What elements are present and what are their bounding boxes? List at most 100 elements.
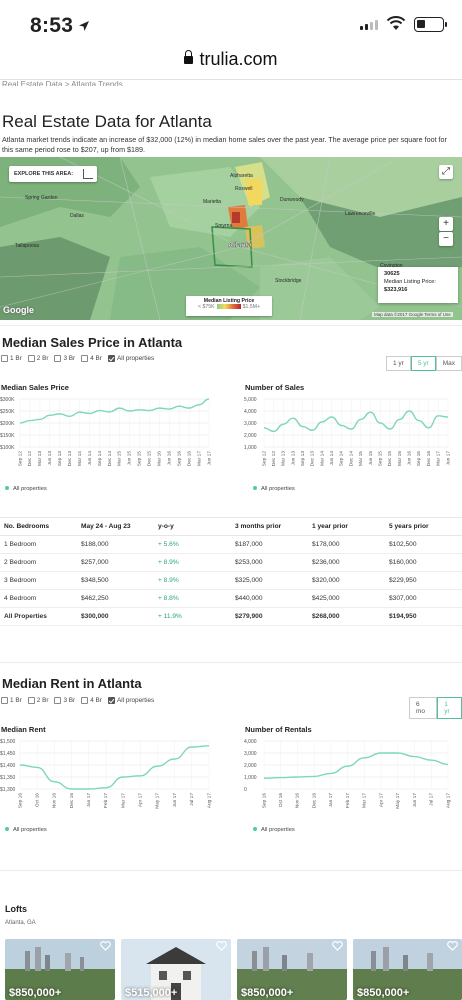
listing-card[interactable]: $850,000+ [5,939,115,1000]
svg-text:Tallapoosa: Tallapoosa [15,243,39,249]
x-tick-label: Jan 17 [328,793,334,808]
range-button[interactable]: 1 yr [437,697,462,719]
battery-icon [414,17,447,32]
y-tick-label: $1,400 [0,763,16,769]
table-cell: $102,500 [385,535,462,554]
table-header: 1 year prior [308,517,385,536]
filter-checkbox[interactable]: 2 Br [27,355,48,362]
svg-text:Smyrna: Smyrna [215,223,232,229]
filter-checkbox[interactable]: 4 Br [81,697,102,704]
filter-checkbox[interactable]: 2 Br [27,697,48,704]
number-of-sales-chart-title: Number of Sales [245,383,305,392]
browser-address-bar[interactable]: trulia.com [0,44,462,80]
x-tick-label: Dec 14 [348,451,354,467]
zoom-out-button[interactable]: − [439,232,453,246]
listing-card[interactable]: $850,000+ [353,939,462,1000]
listing-photo [237,939,347,1000]
filter-checkbox[interactable]: 3 Br [54,697,75,704]
y-tick-label: 5,000 [244,397,257,403]
filter-label: 3 Br [63,697,76,705]
svg-text:Stockbridge: Stockbridge [275,278,302,284]
y-tick-label: $250K [0,409,15,415]
x-tick-label: Dec 16 [69,793,75,809]
range-button[interactable]: 6 mo [409,697,438,719]
explore-area-button[interactable]: EXPLORE THIS AREA: [9,166,97,182]
heart-icon[interactable] [100,941,111,951]
status-bar: 8:53 [0,0,462,44]
median-rent-chart-title: Median Rent [1,725,46,734]
table-row: All Properties $300,000 + 11.9% $279,900 $26… [0,607,462,626]
checkbox-checked-icon [107,355,115,362]
svg-text:Lawrenceville: Lawrenceville [345,211,376,217]
breadcrumb[interactable]: Real Estate Data > Atlanta Trends [2,80,123,86]
x-tick-label: Mar 17 [362,793,368,808]
sales-range-group: 1 yr 5 yr Max [386,356,462,371]
table-header: May 24 - Aug 23 [77,517,154,536]
lofts-title: Lofts [5,904,27,914]
x-tick-label: Jun 14 [87,451,93,466]
divider [0,325,462,326]
svg-text:Covington: Covington [380,263,403,269]
listing-card[interactable]: $515,000+ [121,939,231,1000]
listing-price: $850,000+ [357,987,410,999]
table-cell: 4 Bedroom [0,589,77,608]
table-cell: + 11.9% [154,607,231,626]
y-tick-label: 1,000 [244,775,257,781]
y-tick-label: $300K [0,397,15,403]
svg-text:Dallas: Dallas [70,213,84,219]
filter-checkbox[interactable]: All properties [107,697,155,705]
x-tick-label: Mar 15 [117,451,123,466]
series-line [19,745,210,790]
number-of-sales-chart[interactable]: 5,000 4,000 3,000 2,000 1,000 Sep 12 Dec 12 Mar… [244,395,454,475]
table-cell: + 5.6% [154,535,231,554]
x-tick-label: May 17 [155,793,161,809]
x-tick-label: Dec 13 [310,451,316,467]
x-tick-label: Oct 16 [34,793,40,807]
filter-checkbox[interactable]: 1 Br [1,355,22,362]
x-tick-label: Apr 17 [378,793,384,807]
x-tick-label: Dec 16 [186,451,192,467]
filter-checkbox[interactable]: 3 Br [54,355,75,362]
heart-icon[interactable] [216,941,227,951]
filter-checkbox[interactable]: 4 Br [81,355,102,362]
fullscreen-icon[interactable]: ⤢ [439,165,453,179]
x-tick-label: Sep 16 [17,793,23,809]
series-dot-icon [5,486,9,491]
heart-icon[interactable] [447,941,458,951]
lofts-location: Atlanta, GA [5,920,36,926]
range-button[interactable]: Max [435,356,462,371]
location-arrow-icon [79,21,89,31]
listing-card[interactable]: $850,000+ [237,939,347,1000]
range-button[interactable]: 5 yr [410,356,436,371]
zoom-in-button[interactable]: + [439,217,453,231]
x-tick-label: Feb 17 [345,793,351,808]
table-cell: $307,000 [385,589,462,608]
x-tick-label: Oct 16 [278,793,284,807]
table-cell: $229,950 [385,571,462,590]
number-of-rentals-chart[interactable]: 4,000 3,000 2,000 1,000 0 Sep 16 Oct 16 Nov 16 D… [244,737,454,817]
range-button[interactable]: 1 yr [386,356,411,371]
filter-label: All properties [116,355,155,363]
filter-checkbox[interactable]: 1 Br [1,697,22,704]
filter-label: All properties [116,697,155,705]
table-cell: $253,000 [231,553,308,572]
x-tick-label: Sep 16 [176,451,182,467]
filter-checkbox[interactable]: All properties [107,355,155,363]
x-tick-label: Jun 14 [329,451,335,466]
number-of-sales-legend: All properties [253,486,295,492]
table-row: 1 Bedroom $188,000 + 5.6% $187,000 $178,000 $… [0,535,462,554]
listing-photo [121,939,231,1000]
x-tick-label: Dec 16 [426,451,432,467]
x-tick-label: Sep 15 [137,451,143,467]
x-tick-label: Dec 15 [147,451,153,467]
heart-icon[interactable] [332,941,343,951]
legend-max: $1.5M+ [242,304,261,310]
table-row: 4 Bedroom $462,250 + 8.8% $440,000 $425,000 $… [0,589,462,608]
legend-title: Median Listing Price [203,298,255,304]
map-footer[interactable]: Map data ©2017 Google Terms of Use [372,312,453,317]
filter-label: 3 Br [63,355,76,363]
tooltip-label: Median Listing Price: [384,279,436,285]
x-tick-label: Mar 17 [196,451,202,466]
